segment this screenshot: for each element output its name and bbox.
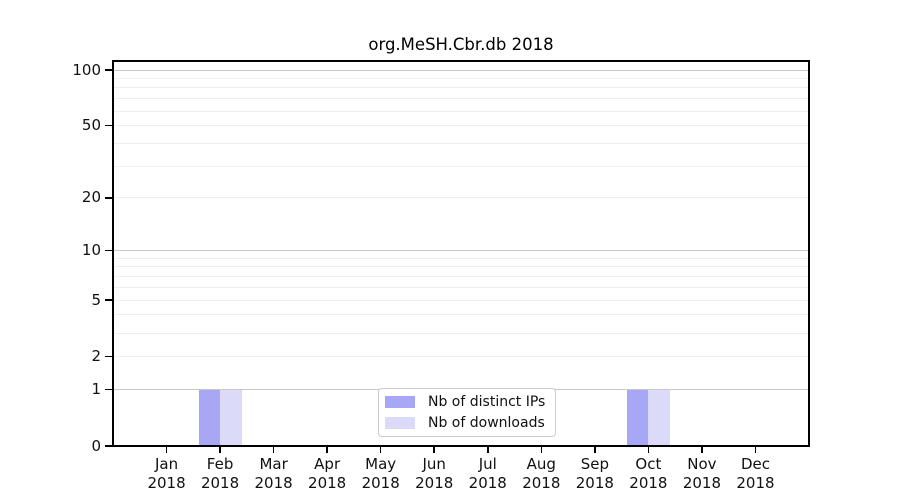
legend-label-downloads: Nb of downloads [428,414,545,431]
legend-item-downloads: Nb of downloads [385,415,547,432]
y-tick-20 [105,197,112,199]
gridline-y-2 [113,355,809,357]
y-tick-label-50: 50 [81,116,101,135]
gridline-y-80 [113,87,809,89]
gridline-y-6 [113,286,809,288]
y-tick-2 [105,355,112,358]
bar-downloads-feb [220,389,242,446]
x-label-year: 2018 [415,474,454,492]
gridline-y-60 [113,110,809,112]
y-tick-label-20: 20 [81,188,101,207]
legend-swatch-distinct-ips-icon [385,396,415,408]
x-label-year: 2018 [147,474,186,492]
y-tick-label-1: 1 [91,380,101,399]
x-tick-label-dec: Dec 2018 [725,455,785,493]
y-tick-label-100: 100 [72,60,101,79]
bar-distinct-ips-oct [626,389,649,446]
gridline-y-5 [113,299,809,301]
x-tick-label-jan: Jan 2018 [137,455,197,493]
gridline-y-4 [113,314,809,316]
x-tick-label-apr: Apr 2018 [297,455,357,493]
x-tick-label-aug: Aug 2018 [511,455,571,493]
x-label-month: Mar [259,455,288,473]
x-tick-may [379,447,382,453]
gridline-y-3 [113,332,809,334]
x-label-month: Dec [740,455,770,473]
x-label-month: Apr [314,455,341,473]
x-label-month: Oct [635,455,662,473]
x-label-month: Jul [478,455,497,473]
x-label-month: Feb [206,455,234,473]
legend-swatch-downloads-icon [385,417,415,429]
y-tick-100 [105,69,112,71]
gridline-y-50 [113,125,809,127]
x-label-year: 2018 [200,474,240,492]
x-tick-label-may: May 2018 [351,455,411,493]
x-tick-dec [754,447,757,453]
x-label-month: Jun [422,455,446,473]
legend-label-distinct-ips: Nb of distinct IPs [428,393,546,410]
x-tick-label-feb: Feb 2018 [190,455,250,493]
y-tick-50 [105,124,112,127]
x-tick-oct [647,447,650,453]
x-label-year: 2018 [468,474,507,492]
y-tick-label-2: 2 [91,346,101,365]
x-label-month: Sep [580,455,609,473]
gridline-y-8 [113,266,809,268]
y-tick-10 [105,249,112,252]
x-label-month: Nov [687,455,717,473]
x-tick-jun [433,447,435,453]
x-tick-nov [701,447,703,453]
x-label-year: 2018 [682,474,722,492]
x-label-year: 2018 [522,474,561,492]
x-tick-label-sep: Sep 2018 [565,455,625,493]
x-tick-feb [219,447,221,453]
gridline-y-7 [113,276,809,278]
x-tick-label-oct: Oct 2018 [618,455,678,493]
gridline-y-30 [113,165,809,167]
x-tick-apr [326,447,328,453]
x-label-month: May [365,455,397,473]
y-tick-1 [105,388,112,391]
x-label-year: 2018 [254,474,293,492]
gridline-y-10 [113,250,809,252]
gridline-y-100 [113,69,809,71]
x-label-year: 2018 [308,474,347,492]
legend-item-distinct-ips: Nb of distinct IPs [385,394,547,411]
x-label-year: 2018 [629,474,668,492]
chart-title: org.MeSH.Cbr.db 2018 [368,35,554,54]
bar-downloads-oct [648,389,670,446]
legend: Nb of distinct IPs Nb of downloads [378,388,556,437]
x-label-year: 2018 [361,474,400,492]
y-tick-0 [105,445,112,447]
gridline-y-40 [113,142,809,144]
x-tick-aug [540,447,543,453]
y-tick-label-5: 5 [91,290,101,309]
gridline-y-70 [113,98,809,100]
x-label-month: Jan [154,455,179,473]
x-label-month: Aug [526,455,556,473]
x-tick-sep [594,447,596,453]
x-label-year: 2018 [575,474,614,492]
x-tick-jan [165,447,168,453]
bar-distinct-ips-feb [198,389,221,446]
gridline-y-20 [113,197,809,199]
x-tick-label-jul: Jul 2018 [458,455,518,493]
gridline-y-9 [113,257,809,259]
y-tick-label-0: 0 [91,436,101,455]
x-tick-mar [272,447,275,453]
x-tick-label-mar: Mar 2018 [244,455,304,493]
y-tick-5 [105,299,112,301]
y-tick-label-10: 10 [81,241,101,260]
gridline-y-90 [113,77,809,79]
x-tick-label-nov: Nov 2018 [672,455,732,493]
x-label-year: 2018 [736,474,775,492]
x-tick-jul [487,447,489,453]
x-tick-label-jun: Jun 2018 [404,455,464,493]
